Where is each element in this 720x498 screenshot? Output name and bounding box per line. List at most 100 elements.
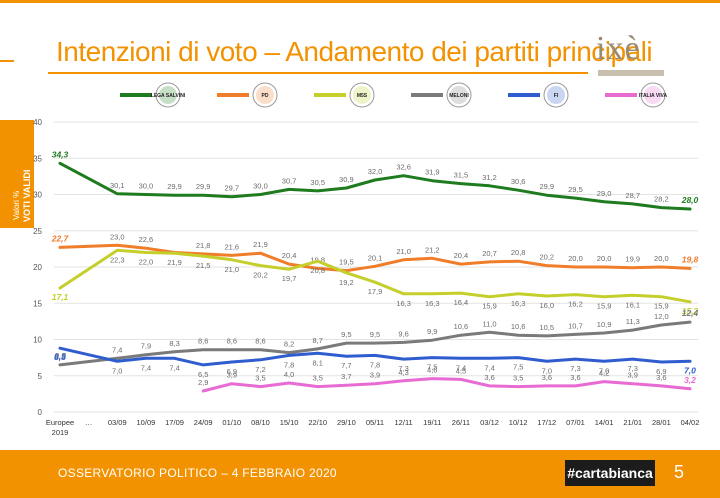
data-label: 6,9 [227,367,237,376]
legend-logo-text: MELONI [449,93,469,99]
x-tick-label: 19/11 [423,418,441,427]
data-label: 8,8 [54,352,66,362]
series-group: 2,9 3,9 3,5 4,0 3,5 3,7 3,9 4,3 4,6 4,5 3,6 3,5 3,6 3… [198,366,696,393]
y-tick-label: 0 [38,408,43,417]
data-label: 4,5 [456,366,466,375]
data-label: 11,3 [626,317,640,326]
data-label: 3,6 [656,373,666,382]
x-tick-label: 26/11 [452,418,470,427]
y-tick-label: 25 [33,227,42,236]
data-label: 31,9 [425,168,440,177]
series-line [58,320,692,367]
data-label: 9,6 [398,329,408,338]
data-label: 31,5 [454,171,469,180]
page-title: Intenzioni di voto – Andamento dei parti… [56,36,653,67]
data-label: 20,8 [511,248,526,257]
series-group: 6,5 7,4 7,9 8,3 8,6 8,6 8,6 8,2 8,7 9,5 9,5 9,6 9,9 1… [54,308,699,367]
data-label: 16,4 [454,298,469,307]
x-tick-label: 24/09 [194,418,213,427]
data-label: 10,7 [568,321,583,330]
data-label: 10,6 [454,322,469,331]
series-line [58,248,692,304]
data-label: 32,0 [368,167,383,176]
data-label: 7,4 [112,345,122,354]
series-line [58,346,692,367]
legend-logo-text: FI [554,93,559,99]
legend-logo-circle [640,82,666,108]
side-tab: Valori % VOTI VALIDI [0,120,34,228]
data-label: 22,6 [139,235,154,244]
data-label: 15,9 [597,302,612,311]
data-label: 21,2 [425,245,440,254]
data-label: 21,6 [225,242,240,251]
legend-logo-fill [256,86,274,104]
y-tick-label: 10 [33,336,42,345]
cartabianca-brand: #cartabianca [567,465,653,481]
data-label: 10,5 [540,323,555,332]
series-line [58,161,692,211]
x-tick-label: 03/09 [108,418,127,427]
y-tick-label: 20 [33,263,42,272]
x-tick-label: 08/10 [251,418,270,427]
lega-salvini-logo: LEGA SALVINI [151,82,186,108]
data-label: 30,9 [339,175,354,184]
data-label: 10,9 [597,320,612,329]
chart-legend: LEGA SALVINI PD M5S MELONI FI ITALIA VIVA [120,82,668,108]
data-label: 19,7 [282,274,297,283]
x-tick-label: 10/12 [509,418,528,427]
x-tick-label: 12/11 [395,418,413,427]
data-label: 16,3 [511,299,526,308]
data-label: 7,4 [456,363,466,372]
data-label: 3,7 [341,372,351,381]
top-accent-stripe [0,0,720,3]
x-tick-label: Europee 2019 [46,418,74,437]
data-label: 30,0 [139,182,154,191]
data-label: 30,6 [511,177,526,186]
x-tick-label: 28/01 [652,418,671,427]
data-label: 7,4 [484,363,494,372]
data-label: 17,9 [368,287,383,296]
legend-logo-circle [543,82,569,108]
data-label: 20,0 [597,254,612,263]
y-tick-label: 35 [33,154,42,163]
legend-logo-text: LEGA SALVINI [151,93,186,99]
data-label: 4,2 [599,369,609,378]
data-label: 21,8 [196,241,211,250]
data-label: 8,7 [313,336,323,345]
data-label: 15,9 [654,302,669,311]
ixe-logo-stripe [598,70,664,76]
data-label: 21,0 [225,265,240,274]
x-tick-label: 14/01 [595,418,614,427]
data-label: 19,8 [682,254,699,264]
data-label: 16,1 [625,300,640,309]
data-label: 31,2 [482,173,497,182]
data-label: 7,4 [169,363,179,372]
series-group: 34,3 30,1 30,0 29,9 29,9 29,7 30,0 30,7 30,5 30,9… [52,149,699,211]
x-tick-label: 29/10 [337,418,356,427]
legend-logo-fill [159,86,177,104]
data-label: 20,4 [282,251,297,260]
x-tick-label: 17/12 [537,418,556,427]
ixe-logo: ixè [596,30,666,76]
data-label: 4,0 [284,370,294,379]
data-label: 21,5 [196,261,211,270]
y-tick-label: 15 [33,299,42,308]
data-label: 7,0 [112,366,122,375]
data-label: 3,6 [570,373,580,382]
data-label: 9,9 [427,327,437,336]
data-label: 6,9 [656,367,666,376]
data-label: 16,3 [425,299,440,308]
data-label: 20,8 [310,266,325,275]
data-label: 7,8 [284,360,294,369]
x-tick-label: 04/02 [681,418,700,427]
title-underline [48,72,588,74]
data-label: 7,2 [255,365,265,374]
x-tick-label: 05/11 [366,418,384,427]
y-tick-label: 5 [38,372,43,381]
data-label: 20,7 [482,249,497,258]
data-label: 20,4 [454,251,469,260]
data-label: 3,2 [684,375,696,385]
data-label: 16,0 [540,301,555,310]
legend-logo-fill [450,86,468,104]
data-label: 15,2 [682,306,699,316]
